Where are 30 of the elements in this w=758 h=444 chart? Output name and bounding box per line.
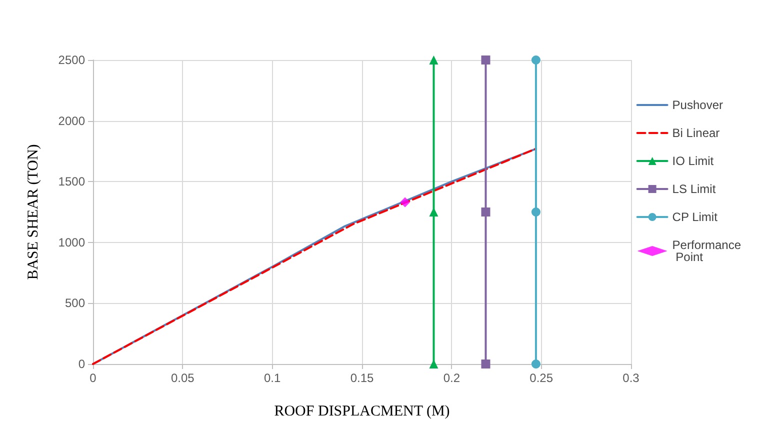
x-tick-label: 0 [90, 371, 97, 385]
point [400, 197, 410, 208]
y-tick-label: 2000 [58, 114, 86, 128]
x-tick-label: 0.2 [443, 371, 460, 385]
point [481, 56, 490, 64]
x-tick-label: 0.05 [170, 371, 195, 385]
x-tick-label: 0.25 [530, 371, 554, 385]
legend-label: Performance Point [672, 238, 742, 264]
line-series [92, 148, 537, 365]
x-axis-title: ROOF DISPLACMENT (M) [274, 404, 450, 420]
legend-label: IO Limit [672, 154, 714, 168]
x-tick-label: 0.15 [350, 371, 374, 385]
x-tick-label: 0.1 [264, 371, 281, 385]
y-tick-label: 1000 [58, 235, 86, 250]
legend-label: Bi Linear [672, 126, 720, 140]
point [531, 56, 540, 64]
point [531, 360, 540, 368]
y-tick-label: 500 [64, 296, 86, 310]
y-tick-label: 2500 [58, 53, 86, 67]
y-tick-label: 0 [78, 357, 86, 371]
point [481, 208, 490, 216]
y-tick-label: 1500 [58, 174, 86, 189]
y-axis-title: BASE SHEAR (TON) [26, 144, 42, 280]
legend-label: Pushover [672, 98, 724, 112]
legend-label: LS Limit [672, 182, 716, 196]
point [481, 360, 490, 368]
point [429, 56, 438, 64]
x-tick-label: 0.3 [622, 371, 640, 385]
point [531, 208, 540, 216]
legend-label: CP Limit [672, 210, 718, 224]
